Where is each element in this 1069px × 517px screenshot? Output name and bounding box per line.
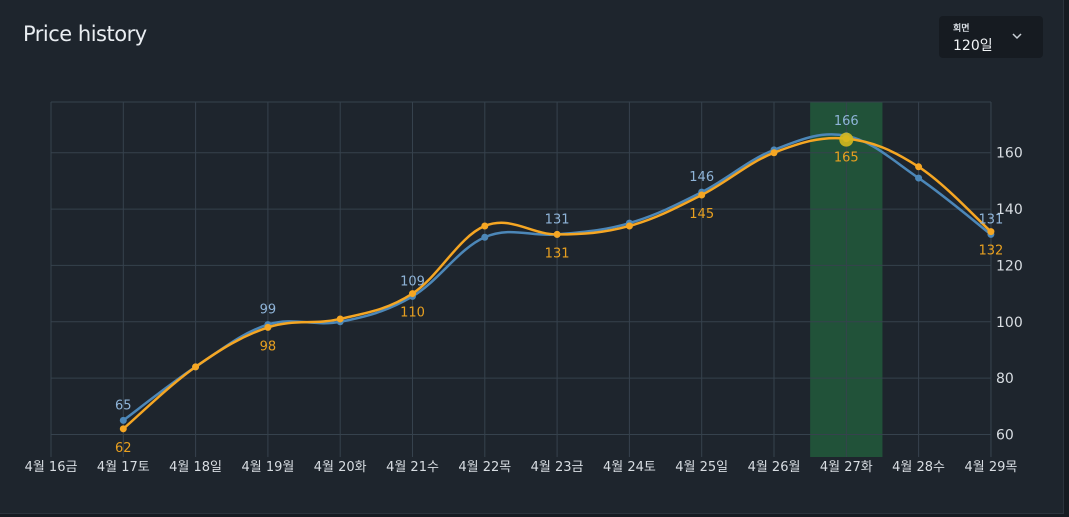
x-tick-label: 4월 17토 [97,460,150,475]
range-dropdown[interactable]: 회면 120일 [939,16,1043,58]
x-tick-label: 4월 26월 [748,460,801,475]
series-a-data-label: 166 [834,114,859,129]
series-b-point [553,230,561,238]
y-tick-label: 140 [996,202,1023,218]
x-tick-label: 4월 19월 [241,460,294,475]
y-tick-label: 160 [996,146,1023,162]
series-a-data-label: 131 [545,212,570,227]
x-tick-label: 4월 22목 [458,460,511,475]
series-b-data-label: 145 [689,207,714,222]
series-a-data-label: 109 [400,274,425,289]
series-b-data-label: 131 [545,246,570,261]
x-tick-label: 4월 29목 [964,460,1017,475]
y-tick-label: 120 [996,258,1023,274]
series-b-point [770,149,778,157]
series-a-point [481,233,489,241]
x-tick-label: 4월 20화 [314,460,367,475]
page-title: Price history [23,22,147,46]
x-tick-label: 4월 25일 [675,460,728,475]
series-a-point [119,416,127,424]
range-dropdown-caption: 회면 [953,24,970,34]
series-b-data-label: 62 [115,441,132,456]
selected-point-marker [839,132,854,147]
x-tick-label: 4월 28수 [892,460,945,475]
range-dropdown-value: 120일 [953,38,993,54]
series-b-point [264,323,272,331]
series-b-point [119,425,127,433]
series-b-data-label: 165 [834,151,859,166]
series-b-data-label: 98 [260,339,277,354]
series-a-data-label: 131 [978,212,1003,227]
x-tick-label: 4월 23금 [531,460,584,475]
series-b-point [987,228,995,236]
series-b-data-label: 132 [978,244,1003,259]
series-a-data-label: 99 [260,303,277,318]
chevron-down-icon [1012,33,1022,40]
x-tick-label: 4월 18일 [169,460,222,475]
x-tick-label: 4월 21수 [386,460,439,475]
x-tick-label: 4월 24토 [603,460,656,475]
series-b-point [481,222,489,230]
y-tick-label: 60 [996,427,1014,443]
x-tick-label: 4월 27화 [820,460,873,475]
y-tick-label: 100 [996,315,1023,331]
series-b-point [698,191,706,199]
x-tick-label: 4월 16금 [25,460,78,475]
series-a-point [915,174,923,182]
series-b-point [192,363,200,371]
series-b-point [915,163,923,171]
series-b-point [336,315,344,323]
series-b-point [625,222,633,230]
series-a-data-label: 146 [689,170,714,185]
series-b-data-label: 110 [400,306,425,321]
grid-lines [50,101,992,457]
y-tick-label: 80 [996,371,1014,387]
series-a-data-label: 65 [115,398,132,413]
series-b-point [409,290,416,298]
